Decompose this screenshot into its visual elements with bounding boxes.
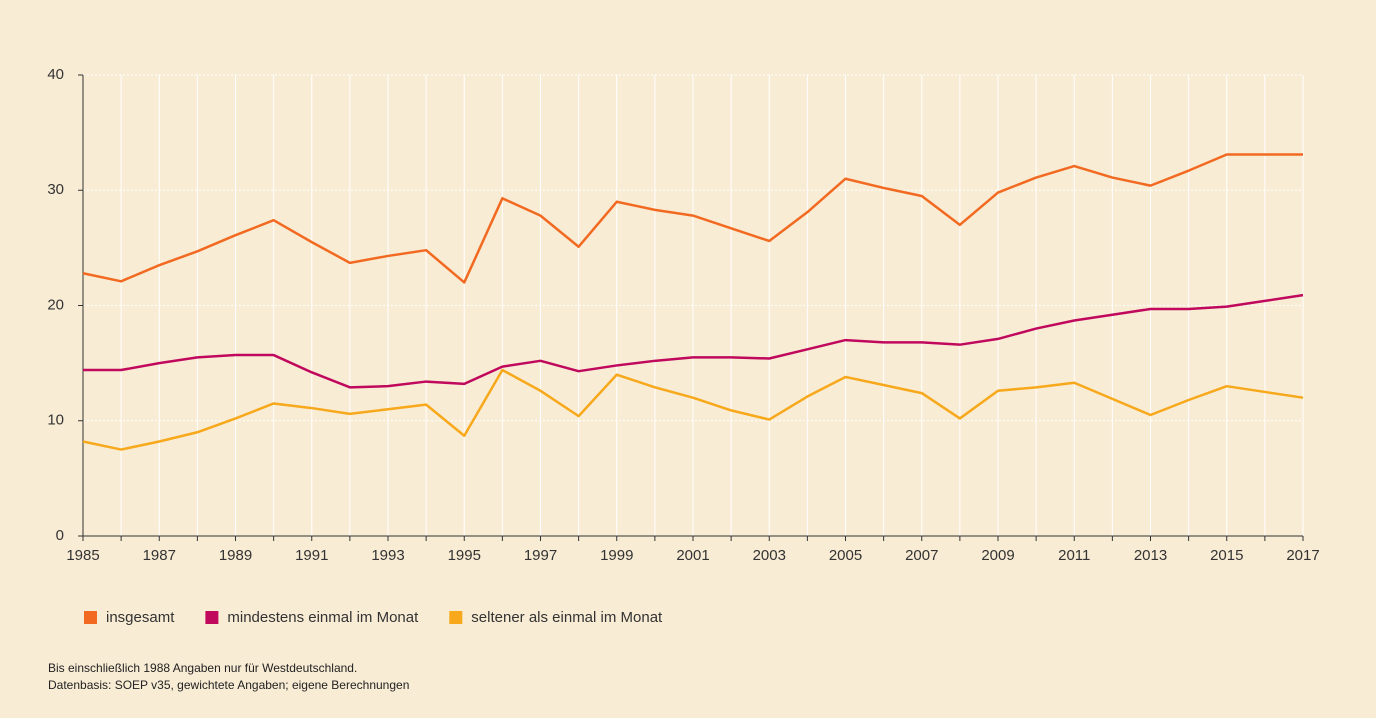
footnote: Bis einschließlich 1988 Angaben nur für … [48, 661, 357, 675]
x-tick-label: 2017 [1286, 547, 1319, 564]
y-tick-label: 10 [47, 412, 64, 429]
legend-swatch [205, 611, 219, 624]
legend-swatch [449, 611, 463, 624]
x-tick-label: 2003 [753, 547, 786, 564]
line-series [82, 153, 1303, 284]
x-tick-label: 2007 [905, 547, 938, 564]
line-series [82, 368, 1304, 451]
line-series [83, 293, 1304, 389]
x-tick-label: 1985 [66, 547, 99, 564]
x-tick-label: 1987 [143, 547, 176, 564]
legend-swatch [84, 611, 97, 624]
legend-label: insgesamt [106, 609, 175, 626]
x-tick-label: 2001 [676, 547, 709, 564]
x-tick-label: 1991 [295, 547, 328, 564]
x-tick-label: 2011 [1058, 547, 1090, 564]
x-tick-label: 2015 [1210, 547, 1243, 564]
footnote: Datenbasis: SOEP v35, gewichtete Angaben… [48, 678, 409, 692]
x-tick-label: 1993 [371, 547, 404, 564]
x-tick-label: 2013 [1134, 547, 1167, 564]
x-tick-label: 1989 [219, 547, 252, 564]
x-tick-label: 1997 [524, 547, 557, 564]
x-tick-label: 2009 [981, 547, 1014, 564]
y-tick-label: 0 [56, 527, 64, 544]
x-tick-label: 1995 [448, 547, 481, 564]
y-tick-label: 40 [47, 66, 64, 83]
x-tick-label: 2005 [829, 547, 862, 564]
legend-label: mindestens einmal im Monat [227, 609, 419, 626]
x-tick-label: 1999 [600, 547, 633, 564]
y-tick-label: 20 [47, 296, 64, 313]
legend-label: seltener als einmal im Monat [471, 609, 663, 626]
y-tick-label: 30 [47, 181, 64, 198]
